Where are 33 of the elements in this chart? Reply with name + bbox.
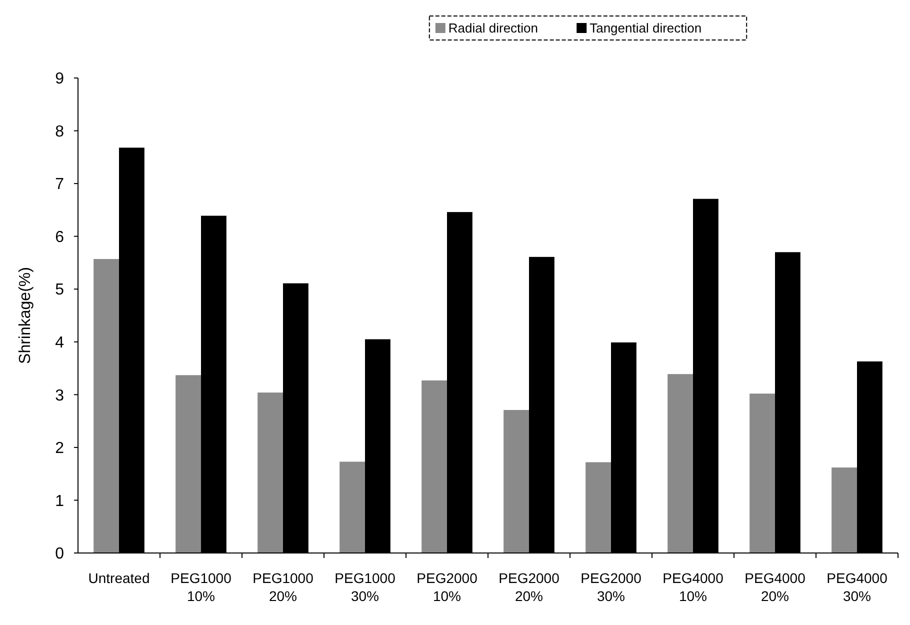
x-tick-label: PEG1000 10% [170, 570, 232, 604]
bar [832, 468, 857, 553]
legend-label: Tangential direction [590, 20, 702, 36]
y-tick-label: 6 [55, 228, 64, 246]
x-tick-label: Untreated [88, 570, 150, 586]
bar [258, 392, 283, 553]
y-tick-label: 2 [55, 440, 64, 458]
y-tick-label: 8 [55, 123, 64, 140]
bar [176, 375, 201, 553]
bar [422, 380, 447, 553]
x-tick-label: PEG1000 20% [252, 570, 314, 604]
y-tick-label: 1 [55, 492, 64, 510]
x-tick-label: PEG4000 10% [662, 570, 724, 604]
x-tick-label: PEG2000 30% [580, 570, 642, 604]
legend-label: Radial direction [448, 20, 538, 36]
x-tick-label: PEG2000 10% [416, 570, 478, 604]
y-tick-label: 0 [55, 546, 64, 563]
bar [750, 394, 775, 553]
bar [340, 462, 365, 553]
y-tick-label: 7 [55, 176, 64, 194]
bar [94, 259, 119, 553]
y-tick-label: 4 [55, 334, 64, 352]
y-tick-label: 5 [55, 282, 64, 299]
bar [504, 410, 529, 553]
x-tick-label: PEG4000 20% [744, 570, 806, 604]
bar [586, 462, 611, 553]
y-axis-title: Shrinkage(%) [17, 267, 34, 364]
y-tick-label: 3 [55, 387, 64, 404]
y-tick-label: 9 [55, 70, 64, 88]
x-tick-label: PEG4000 30% [826, 570, 888, 604]
bar [668, 374, 693, 553]
x-tick-label: PEG1000 30% [334, 570, 396, 604]
x-tick-label: PEG2000 20% [498, 570, 560, 604]
